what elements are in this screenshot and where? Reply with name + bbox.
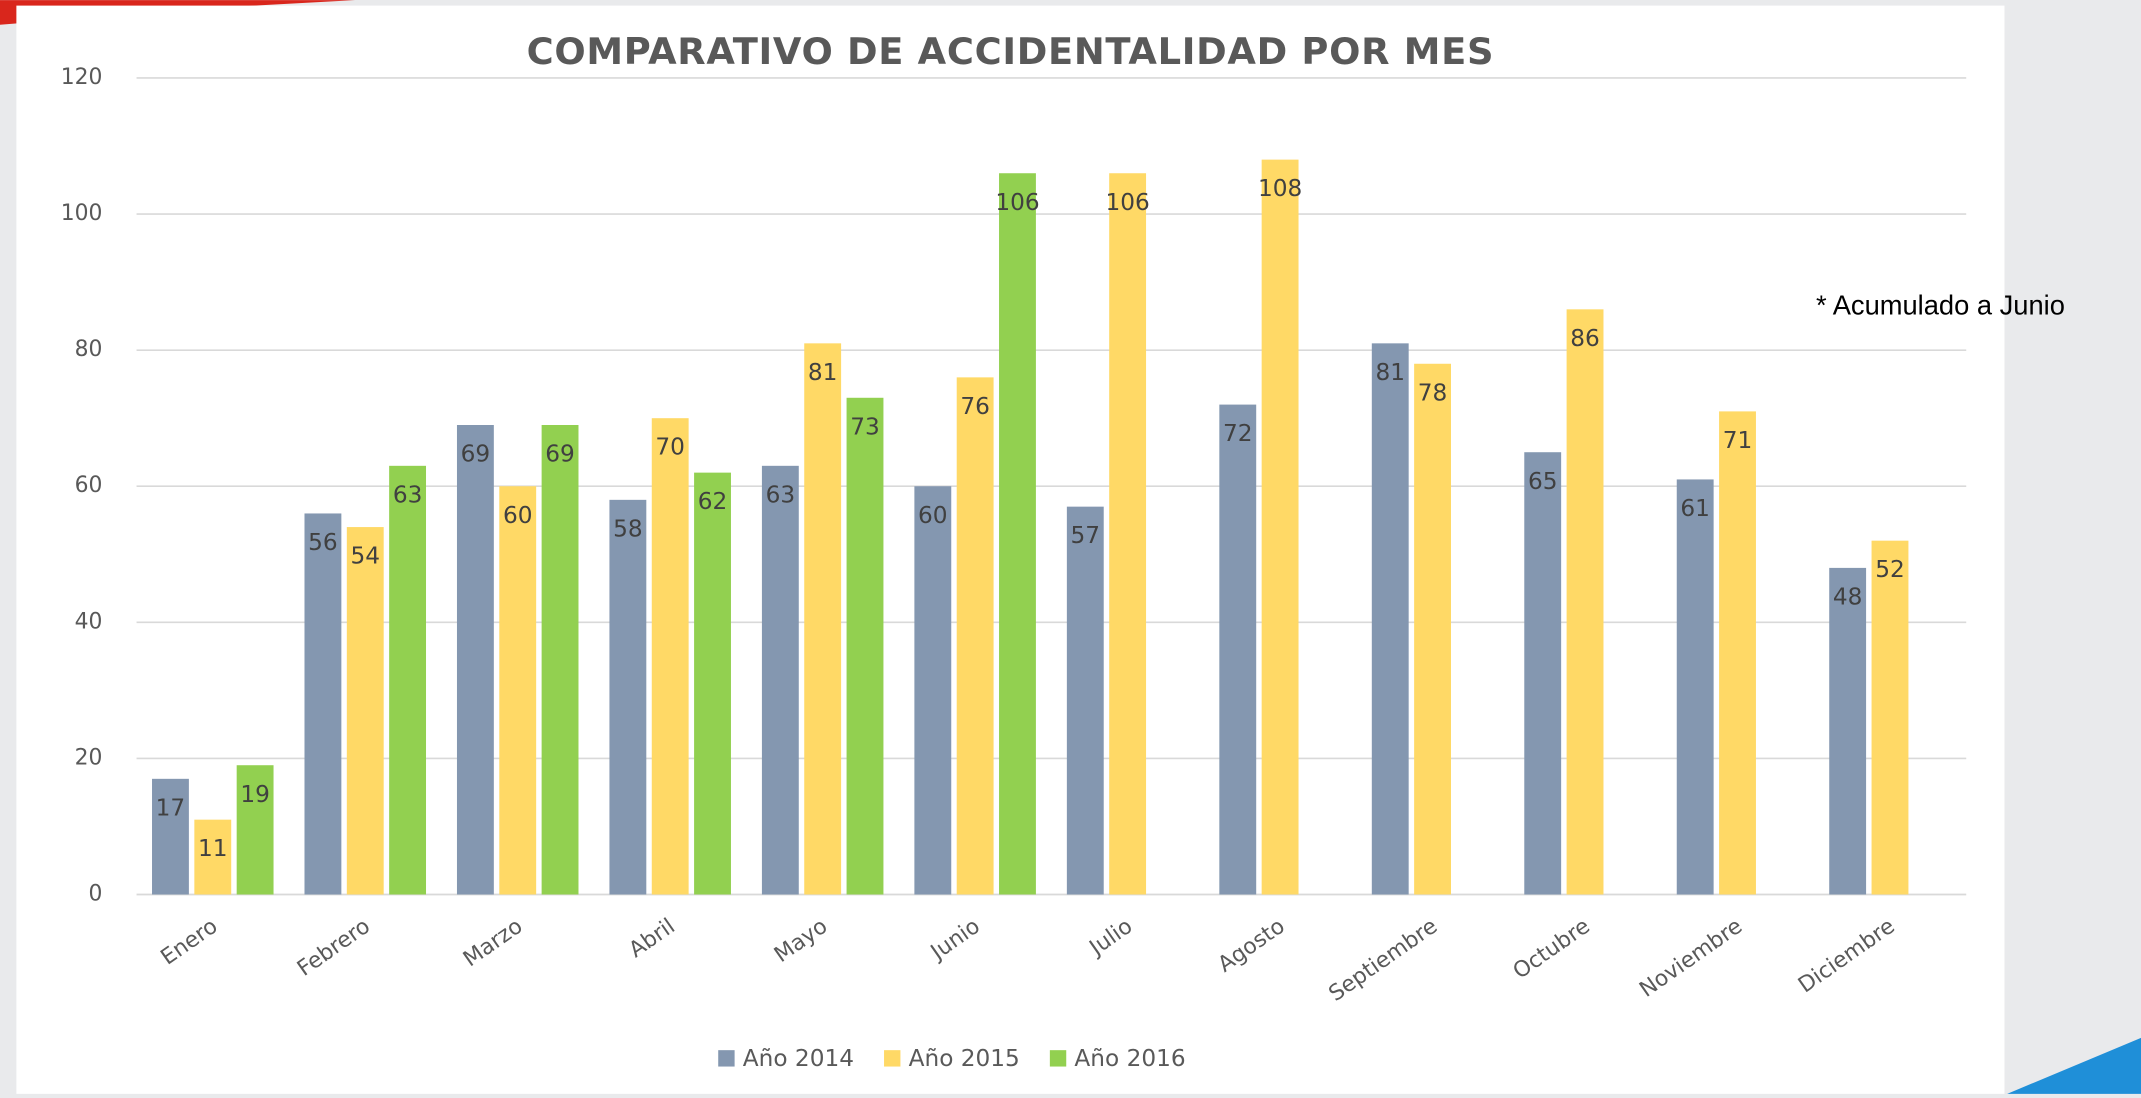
bar [956,377,994,895]
bar [1871,540,1909,895]
value-label: 60 [918,502,948,529]
bar [1219,404,1257,895]
bar [499,486,537,895]
y-tick-label: 100 [61,201,103,226]
annotation: * Acumulado a Junio [1816,290,2065,321]
bar [651,418,689,895]
value-label: 76 [960,393,990,420]
value-label: 58 [613,515,643,542]
bar [194,819,232,895]
legend-swatch [718,1050,735,1067]
bar [804,343,842,895]
bar [609,499,647,895]
bar [1719,411,1756,895]
bar [914,486,952,895]
y-tick-label: 0 [89,882,103,907]
bar [1566,309,1604,895]
legend-swatch [1049,1050,1067,1067]
bar [1524,452,1562,895]
bar [694,472,731,895]
y-tick-label: 40 [75,609,103,634]
bar [304,513,342,895]
bar [236,765,274,895]
value-label: 60 [503,502,533,529]
bar [1414,363,1452,895]
value-label: 17 [156,794,186,821]
y-tick-label: 120 [61,65,103,90]
value-label: 81 [1375,359,1405,386]
legend-swatch [884,1050,901,1067]
bar [846,397,884,895]
value-label: 106 [995,189,1039,216]
value-label: 69 [545,441,575,468]
value-label: 81 [808,359,838,386]
bar [1066,506,1104,895]
value-label: 63 [393,481,423,508]
value-label: 61 [1680,495,1710,522]
bar [761,465,799,895]
bar [456,424,494,895]
chart-title: COMPARATIVO DE ACCIDENTALIDAD POR MES [527,30,1495,73]
bar [1829,567,1867,895]
value-label: 65 [1528,468,1558,495]
value-label: 57 [1071,522,1101,549]
bar [1109,173,1147,895]
legend-label: Año 2014 [743,1045,854,1072]
value-label: 106 [1105,189,1149,216]
value-label: 62 [698,488,728,515]
value-label: 73 [850,413,880,440]
bar [346,527,384,895]
value-label: 48 [1833,583,1863,610]
value-label: 86 [1570,325,1600,352]
y-tick-label: 60 [75,473,103,498]
legend-label: Año 2016 [1074,1045,1185,1072]
bar [1371,343,1409,895]
bar [541,424,579,895]
y-tick-label: 80 [75,337,103,362]
value-label: 54 [350,543,380,570]
value-label: 19 [240,781,270,808]
value-label: 78 [1418,379,1448,406]
legend-label: Año 2015 [909,1045,1020,1072]
y-tick-label: 20 [75,745,103,770]
value-label: 56 [308,529,338,556]
bar [1261,159,1299,895]
value-label: 70 [655,434,685,461]
value-label: 71 [1723,427,1753,454]
value-label: 52 [1875,556,1905,583]
bar [152,778,189,895]
bar [999,173,1036,895]
value-label: 63 [766,481,796,508]
bar [1676,479,1714,895]
bar [389,465,427,895]
value-label: 11 [198,835,228,862]
value-label: 72 [1223,420,1253,447]
value-label: 108 [1258,175,1302,202]
value-label: 69 [461,441,491,468]
